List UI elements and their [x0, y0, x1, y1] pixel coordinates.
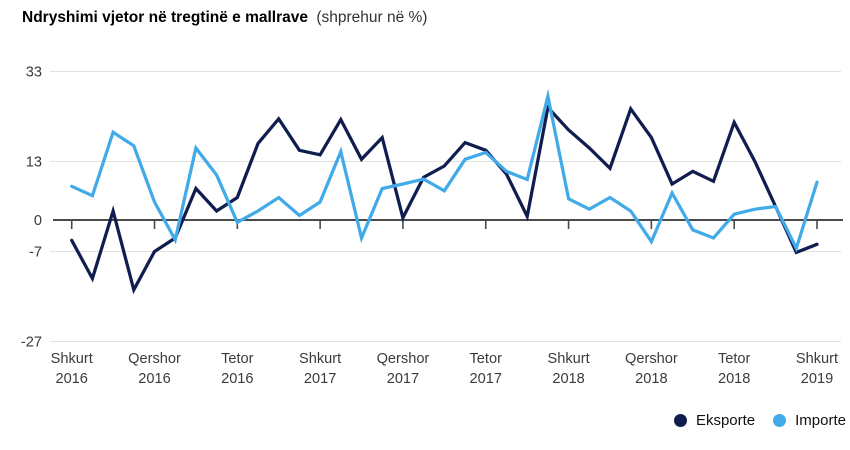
x-tick-label-year: 2016 [138, 371, 170, 387]
x-tick-label-month: Tetor [470, 351, 503, 367]
importe-dot-icon [773, 414, 787, 427]
x-tick-label-month: Qershor [128, 351, 181, 367]
legend-label-importe: Importe [795, 412, 846, 429]
x-tick-label-year: 2018 [718, 371, 750, 387]
y-tick-label: -27 [21, 335, 42, 351]
x-tick-label-month: Qershor [625, 351, 678, 367]
legend-label-eksporte: Eksporte [695, 412, 756, 429]
x-tick-label-year: 2018 [635, 371, 667, 387]
legend: Eksporte Importe [673, 412, 846, 429]
y-tick-label: -7 [29, 245, 42, 261]
x-tick-label-year: 2016 [55, 371, 87, 387]
x-tick-label-year: 2016 [221, 371, 253, 387]
chart-title-row: Ndryshimi vjetor në tregtinë e mallrave … [22, 8, 427, 28]
legend-item-importe: Importe [773, 412, 846, 429]
x-tick-label-month: Tetor [718, 351, 751, 367]
legend-item-eksporte: Eksporte [673, 412, 756, 429]
x-tick-label-year: 2018 [552, 371, 584, 387]
x-tick-label-month: Tetor [221, 351, 254, 367]
x-tick-label-month: Shkurt [51, 351, 93, 367]
x-tick-label-month: Shkurt [547, 351, 589, 367]
x-tick-label-month: Qershor [377, 351, 430, 367]
y-tick-label: 33 [26, 65, 42, 81]
x-tick-label-year: 2017 [470, 371, 502, 387]
x-tick-label-month: Shkurt [796, 351, 838, 367]
chart-title: Ndryshimi vjetor në tregtinë e mallrave [22, 9, 308, 26]
x-tick-label-year: 2017 [304, 371, 336, 387]
eksporte-dot-icon [673, 414, 687, 427]
series-line-eksporte [70, 104, 819, 295]
chart-subtitle: (shprehur në %) [316, 9, 428, 26]
x-tick-label-year: 2019 [801, 371, 833, 387]
x-tick-label-month: Shkurt [299, 351, 341, 367]
x-tick-label-year: 2017 [387, 371, 419, 387]
series-line-importe [70, 88, 819, 253]
y-tick-label: 13 [26, 155, 42, 171]
y-tick-label: 0 [34, 213, 42, 229]
